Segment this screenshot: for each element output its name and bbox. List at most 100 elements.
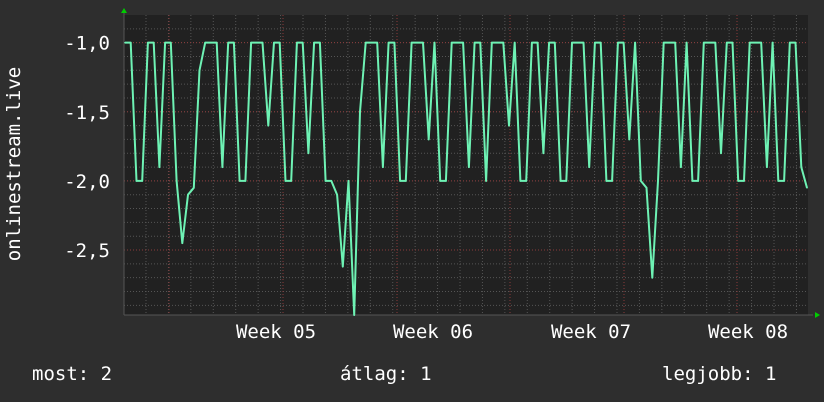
data-point — [284, 180, 287, 182]
data-point — [473, 41, 476, 44]
data-point — [531, 41, 533, 44]
x-axis-arrow — [815, 312, 820, 318]
data-point — [565, 180, 568, 182]
data-point — [353, 314, 356, 316]
x-tick-label: Week 08 — [708, 321, 788, 343]
data-point — [622, 41, 625, 44]
data-point — [685, 41, 688, 44]
data-point — [227, 41, 229, 44]
data-point — [301, 41, 304, 44]
data-point — [737, 180, 740, 182]
data-point — [256, 41, 258, 44]
data-point — [594, 41, 596, 44]
data-point — [141, 180, 143, 182]
data-point — [359, 110, 361, 113]
data-point — [382, 166, 384, 168]
data-point — [433, 41, 436, 44]
data-point — [548, 41, 550, 44]
series-line — [125, 41, 808, 316]
data-point — [485, 180, 487, 182]
data-point — [771, 41, 774, 44]
data-point — [668, 41, 671, 44]
data-point — [760, 41, 762, 44]
data-point — [783, 180, 785, 182]
data-point — [468, 166, 470, 168]
data-point — [175, 180, 178, 182]
data-point — [250, 41, 252, 44]
y-tick-label: -2,5 — [64, 240, 110, 262]
data-point — [708, 41, 711, 44]
data-point — [559, 180, 562, 182]
data-point — [754, 41, 757, 44]
data-point — [725, 41, 728, 44]
data-point — [129, 41, 132, 44]
data-point — [462, 41, 464, 44]
data-point — [651, 276, 654, 279]
data-point — [370, 41, 373, 44]
data-point — [611, 180, 613, 182]
data-point — [347, 180, 350, 182]
data-point — [147, 41, 149, 44]
data-point — [238, 180, 241, 182]
data-point — [158, 166, 161, 168]
y-tick-label: -1,0 — [64, 33, 110, 55]
data-point — [364, 41, 367, 44]
data-point — [536, 41, 539, 44]
legend-current: most: 2 — [32, 363, 113, 385]
data-point — [657, 180, 659, 182]
data-point — [427, 138, 430, 141]
data-point — [674, 41, 676, 44]
data-point — [233, 41, 235, 44]
data-point — [152, 41, 155, 44]
data-point — [789, 41, 791, 44]
data-point — [330, 180, 333, 182]
data-point — [164, 41, 166, 44]
data-point — [800, 166, 803, 168]
data-point — [405, 180, 407, 182]
data-point — [748, 41, 751, 44]
y-tick-label: -1,5 — [64, 102, 110, 124]
data-point — [393, 41, 396, 44]
data-point — [416, 41, 419, 44]
data-point — [496, 41, 499, 44]
data-point — [181, 242, 184, 244]
data-point — [410, 41, 413, 44]
data-point — [319, 41, 321, 44]
data-point — [336, 193, 338, 196]
data-point — [267, 124, 270, 127]
data-point — [450, 41, 453, 44]
data-point — [204, 41, 207, 44]
data-point — [519, 180, 522, 182]
data-point — [645, 187, 648, 189]
data-point — [261, 41, 264, 44]
data-point — [720, 152, 722, 155]
data-point — [766, 166, 768, 168]
data-point — [290, 180, 293, 182]
data-point — [806, 187, 808, 189]
data-point — [794, 41, 797, 44]
data-point — [576, 41, 579, 44]
data-point — [490, 41, 493, 44]
data-point — [662, 41, 665, 44]
x-tick-label: Week 06 — [393, 321, 473, 343]
data-point — [313, 41, 315, 44]
data-point — [221, 166, 224, 168]
data-point — [743, 180, 745, 182]
data-point — [445, 180, 447, 182]
data-point — [777, 180, 780, 182]
data-point — [124, 41, 126, 44]
data-point — [210, 41, 212, 44]
y-axis-label: onlinestream.live — [3, 66, 25, 262]
data-point — [697, 180, 699, 182]
data-point — [554, 41, 556, 44]
data-point — [634, 41, 636, 44]
data-point — [588, 166, 591, 168]
data-point — [628, 138, 631, 141]
data-point — [278, 41, 281, 44]
x-tick-label: Week 07 — [551, 321, 631, 343]
data-point — [135, 180, 138, 182]
data-point — [456, 41, 459, 44]
data-point — [376, 41, 378, 44]
data-point — [508, 124, 510, 127]
